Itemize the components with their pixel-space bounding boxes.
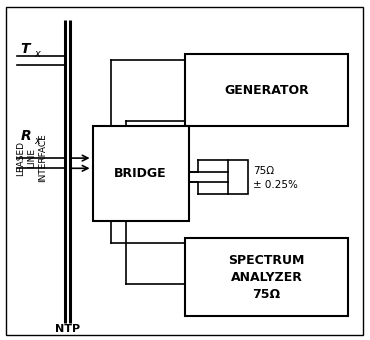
Text: GENERATOR: GENERATOR: [224, 84, 309, 97]
Text: x: x: [34, 49, 40, 60]
Bar: [92, 126, 189, 221]
Bar: [185, 54, 348, 126]
Text: LEASED
LINE
INTERFACE: LEASED LINE INTERFACE: [16, 134, 47, 183]
Text: 75Ω
± 0.25%: 75Ω ± 0.25%: [253, 167, 298, 190]
Text: SPECTRUM
ANALYZER
75Ω: SPECTRUM ANALYZER 75Ω: [228, 254, 305, 301]
Text: NTP: NTP: [55, 324, 80, 334]
Text: R: R: [20, 129, 31, 143]
Text: BRIDGE: BRIDGE: [114, 167, 167, 180]
Text: T: T: [20, 42, 30, 56]
Bar: [185, 238, 348, 316]
Text: x: x: [34, 136, 40, 146]
Bar: [228, 160, 248, 194]
